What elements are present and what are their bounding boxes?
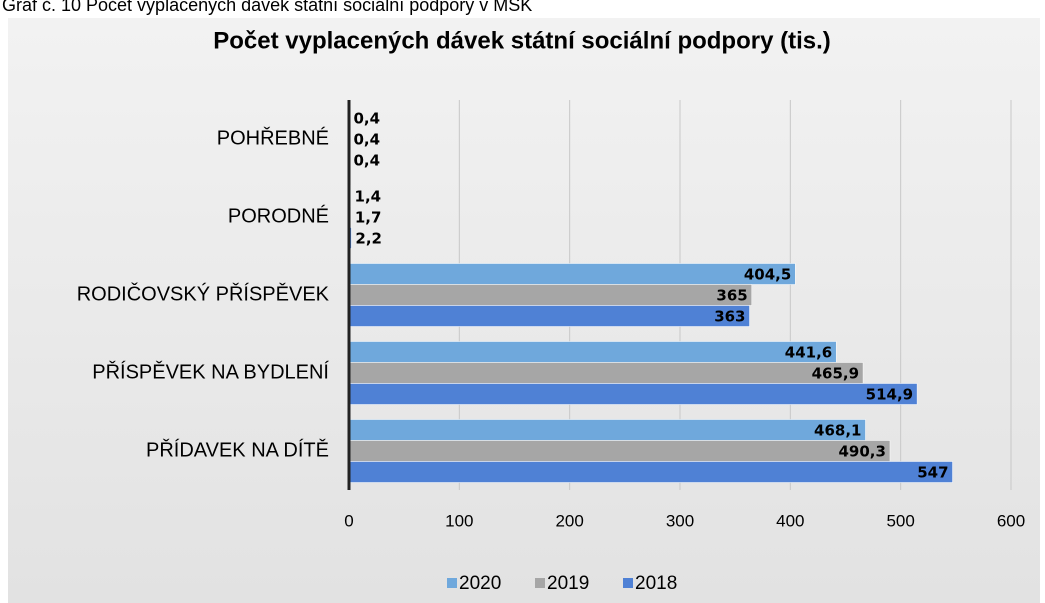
y-tick-label: PŘÍDAVEK NA DÍTĚ bbox=[146, 438, 329, 461]
data-label: 0,4 bbox=[353, 131, 380, 149]
bar bbox=[348, 263, 796, 285]
x-tick-label: 0 bbox=[344, 511, 353, 530]
x-tick-label: 100 bbox=[445, 511, 473, 530]
legend-swatch bbox=[535, 578, 545, 588]
bar bbox=[348, 419, 866, 441]
chart-title: Počet vyplacených dávek státní sociální … bbox=[213, 27, 831, 54]
y-tick-label: PORODNÉ bbox=[228, 204, 329, 227]
data-label: 514,9 bbox=[866, 386, 913, 404]
bar bbox=[348, 305, 750, 327]
bar bbox=[348, 362, 864, 384]
data-label: 468,1 bbox=[814, 422, 861, 440]
bar bbox=[348, 461, 953, 483]
data-label: 441,6 bbox=[785, 344, 832, 362]
bar bbox=[348, 341, 837, 363]
data-label: 1,4 bbox=[355, 188, 382, 206]
data-label: 404,5 bbox=[744, 266, 791, 284]
legend-label: 2020 bbox=[459, 573, 501, 594]
x-tick-label: 500 bbox=[886, 511, 914, 530]
legend-swatch bbox=[623, 578, 633, 588]
data-label: 365 bbox=[716, 287, 747, 305]
legend-swatch bbox=[447, 578, 457, 588]
x-tick-label: 200 bbox=[555, 511, 583, 530]
data-label: 2,2 bbox=[355, 230, 382, 248]
data-label: 547 bbox=[917, 464, 948, 482]
legend-label: 2018 bbox=[635, 573, 677, 594]
bar bbox=[348, 284, 752, 306]
bar bbox=[348, 440, 891, 462]
y-tick-label: RODIČOVSKÝ PŘÍSPĚVEK bbox=[77, 282, 330, 305]
bar bbox=[348, 383, 918, 405]
data-label: 363 bbox=[714, 308, 745, 326]
x-tick-label: 400 bbox=[776, 511, 804, 530]
caption: Graf č. 10 Počet vyplacených dávek státn… bbox=[2, 0, 532, 15]
data-label: 465,9 bbox=[812, 365, 859, 383]
data-label: 1,7 bbox=[355, 209, 382, 227]
y-tick-label: POHŘEBNÉ bbox=[217, 126, 329, 149]
data-label: 490,3 bbox=[839, 443, 886, 461]
legend-label: 2019 bbox=[547, 573, 589, 594]
x-tick-label: 600 bbox=[997, 511, 1025, 530]
y-tick-label: PŘÍSPĚVEK NA BYDLENÍ bbox=[92, 360, 329, 383]
x-tick-label: 300 bbox=[666, 511, 694, 530]
data-label: 0,4 bbox=[353, 110, 380, 128]
data-label: 0,4 bbox=[353, 152, 380, 170]
